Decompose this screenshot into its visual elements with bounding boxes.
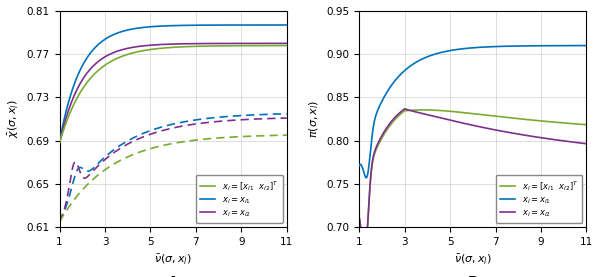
Text: B: B [467,275,478,277]
Y-axis label: $\bar{\chi}(\sigma, x_l)$: $\bar{\chi}(\sigma, x_l)$ [7,100,21,138]
Legend: $x_l = [x_{l1}~~ x_{l2}]^T$, $x_l = x_{l1}$, $x_l = x_{l2}$: $x_l = [x_{l1}~~ x_{l2}]^T$, $x_l = x_{l… [496,175,582,223]
Y-axis label: $\pi(\sigma, x_l)$: $\pi(\sigma, x_l)$ [307,100,321,138]
Legend: $x_l = [x_{l1}~~ x_{l2}]^T$, $x_l = x_{l1}$, $x_l = x_{l2}$: $x_l = [x_{l1}~~ x_{l2}]^T$, $x_l = x_{l… [196,175,283,223]
X-axis label: $\bar{\nu}(\sigma, x_l)$: $\bar{\nu}(\sigma, x_l)$ [154,252,192,266]
Text: A: A [168,275,179,277]
X-axis label: $\bar{\nu}(\sigma, x_l)$: $\bar{\nu}(\sigma, x_l)$ [454,252,492,266]
